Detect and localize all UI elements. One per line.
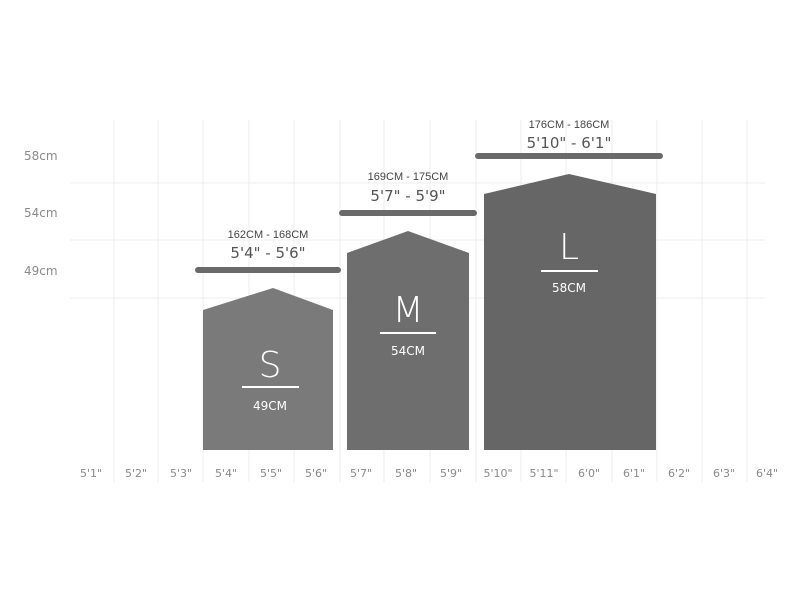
size-m-letter: M — [392, 290, 423, 331]
x-label: 5'8" — [395, 467, 417, 480]
size-s-shape — [203, 288, 333, 450]
x-label: 5'10" — [483, 467, 512, 480]
y-label-58cm: 58cm — [24, 149, 58, 163]
y-label-49cm: 49cm — [24, 264, 58, 278]
size-s: 162CM - 168CM 5'4" - 5'6" S 49CM — [195, 229, 341, 450]
size-l-height-ft: 5'10" - 6'1" — [527, 134, 612, 152]
x-label: 5'5" — [260, 467, 282, 480]
x-label: 6'4" — [756, 467, 778, 480]
y-label-54cm: 54cm — [24, 206, 58, 220]
x-label: 5'9" — [440, 467, 462, 480]
size-s-cm: 49CM — [253, 399, 287, 413]
x-label: 5'1" — [80, 467, 102, 480]
size-l: 176CM - 186CM 5'10" - 6'1" L 58CM — [475, 119, 663, 450]
size-s-letter: S — [259, 345, 282, 386]
size-l-shape — [484, 174, 656, 450]
x-label: 5'7" — [350, 467, 372, 480]
size-l-height-cm: 176CM - 186CM — [529, 119, 610, 131]
size-l-letter: L — [559, 227, 579, 268]
size-l-cm: 58CM — [552, 281, 586, 295]
size-m-shape — [347, 231, 469, 450]
size-s-height-cm: 162CM - 168CM — [228, 229, 309, 241]
size-m-cm: 54CM — [391, 344, 425, 358]
x-label: 6'3" — [713, 467, 735, 480]
x-label: 6'2" — [668, 467, 690, 480]
x-label: 5'4" — [215, 467, 237, 480]
x-label: 5'11" — [529, 467, 558, 480]
size-m: 169CM - 175CM 5'7" - 5'9" M 54CM — [339, 171, 477, 450]
x-label: 5'3" — [170, 467, 192, 480]
x-label: 6'1" — [623, 467, 645, 480]
size-s-height-ft: 5'4" - 5'6" — [230, 244, 305, 262]
x-label: 5'6" — [305, 467, 327, 480]
x-label: 5'2" — [125, 467, 147, 480]
size-m-height-ft: 5'7" - 5'9" — [370, 187, 445, 205]
size-m-height-cm: 169CM - 175CM — [368, 171, 449, 183]
x-label: 6'0" — [578, 467, 600, 480]
